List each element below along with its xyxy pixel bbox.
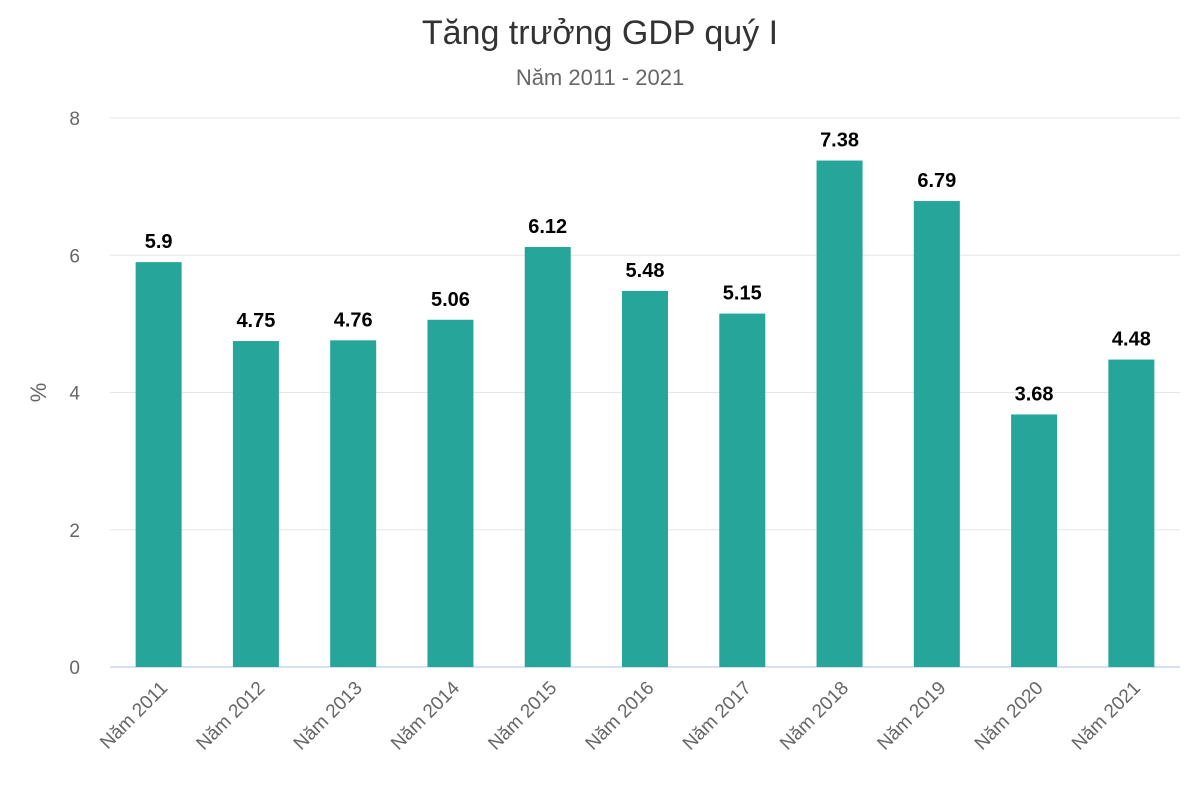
x-tick-label: Năm 2016 <box>582 678 659 755</box>
y-tick-label: 2 <box>69 521 80 542</box>
bar <box>427 319 474 667</box>
data-label: 6.12 <box>528 216 567 238</box>
chart-title: Tăng trưởng GDP quý I <box>421 14 779 52</box>
y-tick-label: 0 <box>69 658 80 679</box>
x-tick-label: Năm 2019 <box>874 678 951 755</box>
bar <box>330 340 377 667</box>
bar <box>524 247 571 667</box>
bar <box>1108 359 1155 667</box>
data-label: 5.06 <box>431 289 470 311</box>
data-label: 5.15 <box>723 283 762 305</box>
data-label: 4.48 <box>1112 329 1151 351</box>
bar <box>135 262 182 667</box>
x-tick-label: Năm 2017 <box>679 678 756 755</box>
bar <box>232 341 279 667</box>
x-tick-label: Năm 2012 <box>193 678 270 755</box>
x-tick-label: Năm 2013 <box>290 678 367 755</box>
data-label: 4.75 <box>236 310 275 332</box>
bar <box>816 160 863 668</box>
x-tick-label: Năm 2020 <box>971 678 1048 755</box>
y-tick-label: 4 <box>69 384 80 405</box>
x-tick-label: Năm 2015 <box>484 678 561 755</box>
data-label: 7.38 <box>820 130 859 152</box>
y-tick-label: 8 <box>69 109 80 130</box>
data-label: 3.68 <box>1015 383 1054 405</box>
x-tick-label: Năm 2014 <box>387 677 464 754</box>
chart-subtitle: Năm 2011 - 2021 <box>515 65 685 90</box>
x-tick-label: Năm 2018 <box>776 678 853 755</box>
y-axis-title: % <box>26 383 51 403</box>
bar <box>913 201 960 667</box>
y-tick-label: 6 <box>69 246 80 267</box>
data-label: 4.76 <box>334 309 373 331</box>
bar <box>1011 414 1058 667</box>
data-label: 5.48 <box>626 260 665 282</box>
bar <box>719 313 766 667</box>
x-tick-label: Năm 2011 <box>96 678 172 754</box>
data-label: 5.9 <box>145 231 173 253</box>
x-tick-label: Năm 2021 <box>1068 678 1145 755</box>
data-label: 6.79 <box>917 170 956 192</box>
bar <box>622 290 668 667</box>
